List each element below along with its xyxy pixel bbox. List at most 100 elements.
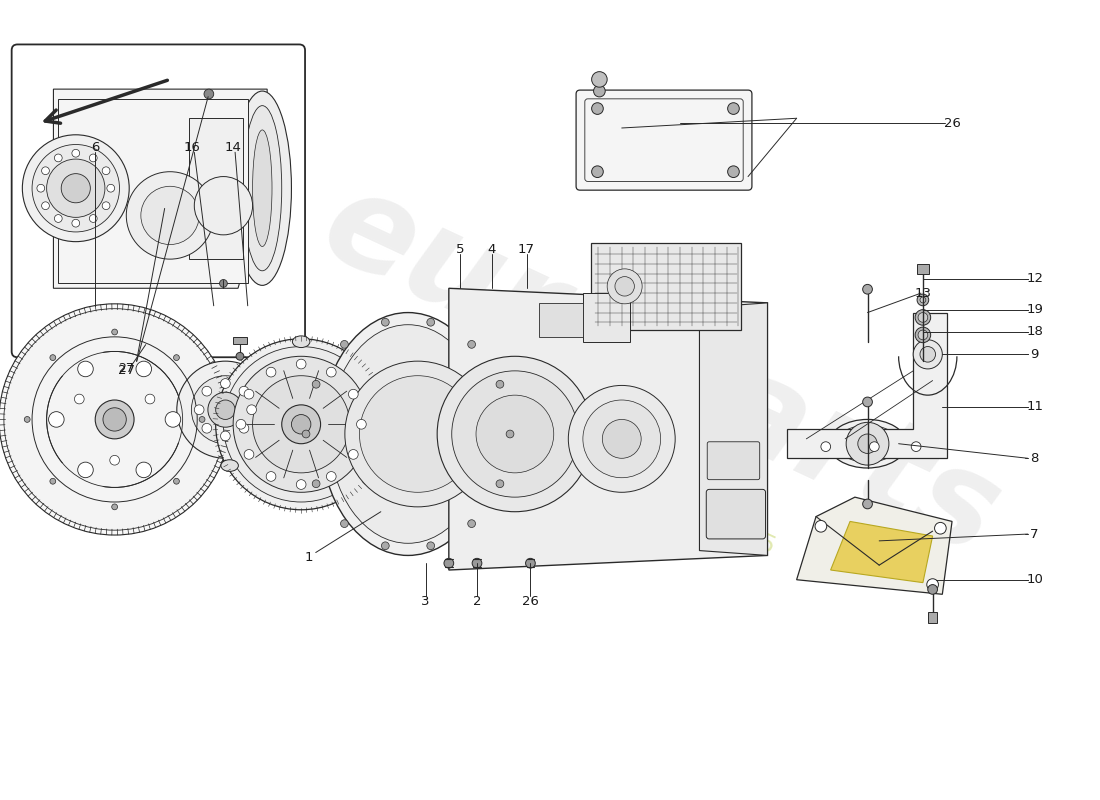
Circle shape (496, 380, 504, 388)
Circle shape (615, 277, 635, 296)
Circle shape (727, 166, 739, 178)
Circle shape (356, 419, 366, 429)
Circle shape (345, 361, 491, 507)
Circle shape (496, 480, 504, 488)
Text: 7: 7 (1031, 527, 1038, 541)
Circle shape (141, 186, 199, 245)
Polygon shape (786, 313, 947, 458)
Circle shape (815, 521, 827, 532)
Ellipse shape (836, 426, 899, 462)
Circle shape (360, 376, 476, 492)
Circle shape (918, 313, 927, 322)
Circle shape (236, 419, 245, 429)
Circle shape (253, 376, 350, 473)
Circle shape (920, 297, 926, 303)
Circle shape (349, 450, 359, 459)
Circle shape (96, 400, 134, 439)
Circle shape (220, 378, 230, 388)
Circle shape (526, 558, 536, 568)
Circle shape (862, 284, 872, 294)
Ellipse shape (293, 336, 310, 347)
Circle shape (846, 422, 889, 465)
Text: 11: 11 (1026, 400, 1043, 414)
Circle shape (112, 329, 118, 335)
Polygon shape (583, 293, 629, 342)
Circle shape (24, 417, 30, 422)
Text: 17: 17 (518, 243, 535, 256)
Text: 26: 26 (522, 594, 539, 607)
Circle shape (126, 172, 213, 259)
Circle shape (915, 310, 931, 325)
Circle shape (78, 361, 94, 377)
Polygon shape (539, 303, 583, 337)
Circle shape (239, 386, 249, 396)
Text: europarts: europarts (304, 159, 1019, 582)
Circle shape (72, 150, 79, 157)
Circle shape (220, 431, 230, 441)
Circle shape (246, 405, 256, 414)
Circle shape (89, 154, 97, 162)
Text: 27: 27 (119, 362, 134, 375)
Text: 18: 18 (1026, 326, 1043, 338)
Circle shape (913, 340, 943, 369)
Circle shape (102, 202, 110, 210)
Text: 1: 1 (305, 551, 314, 564)
Circle shape (327, 367, 337, 377)
Circle shape (468, 520, 475, 527)
FancyBboxPatch shape (576, 90, 752, 190)
Text: 27: 27 (118, 364, 135, 378)
Circle shape (911, 442, 921, 451)
Circle shape (472, 558, 482, 568)
Circle shape (296, 480, 306, 490)
Polygon shape (830, 522, 933, 582)
Circle shape (920, 346, 935, 362)
Circle shape (89, 214, 97, 222)
Circle shape (54, 214, 63, 222)
Circle shape (468, 341, 475, 348)
Circle shape (199, 417, 205, 422)
Circle shape (476, 395, 553, 473)
Ellipse shape (243, 106, 282, 270)
Circle shape (935, 522, 946, 534)
Polygon shape (796, 497, 952, 594)
Circle shape (202, 423, 211, 433)
Circle shape (266, 471, 276, 482)
Circle shape (54, 154, 63, 162)
Circle shape (136, 462, 152, 478)
Text: 12: 12 (1026, 272, 1043, 285)
Circle shape (917, 294, 928, 306)
Bar (233, 337, 246, 344)
Ellipse shape (221, 460, 239, 471)
Circle shape (220, 279, 228, 287)
Circle shape (302, 430, 310, 438)
Circle shape (62, 174, 90, 202)
Text: 10: 10 (1026, 574, 1043, 586)
Ellipse shape (828, 419, 906, 468)
Circle shape (349, 390, 359, 399)
Circle shape (592, 166, 603, 178)
Circle shape (427, 542, 434, 550)
Text: 4: 4 (487, 243, 496, 256)
Circle shape (112, 504, 118, 510)
Circle shape (607, 269, 642, 304)
Circle shape (862, 397, 872, 407)
Circle shape (174, 478, 179, 484)
Circle shape (915, 327, 931, 342)
Circle shape (32, 145, 120, 232)
Circle shape (191, 376, 260, 444)
Polygon shape (449, 288, 768, 570)
Circle shape (244, 390, 254, 399)
Circle shape (136, 361, 152, 377)
Circle shape (239, 423, 249, 433)
Circle shape (48, 412, 64, 427)
Circle shape (341, 520, 349, 527)
Circle shape (594, 86, 605, 97)
Circle shape (296, 359, 306, 369)
Circle shape (72, 219, 79, 227)
Circle shape (177, 361, 274, 458)
Circle shape (102, 167, 110, 174)
Circle shape (444, 558, 453, 568)
Circle shape (727, 102, 739, 114)
Circle shape (236, 352, 244, 360)
Circle shape (927, 578, 938, 590)
